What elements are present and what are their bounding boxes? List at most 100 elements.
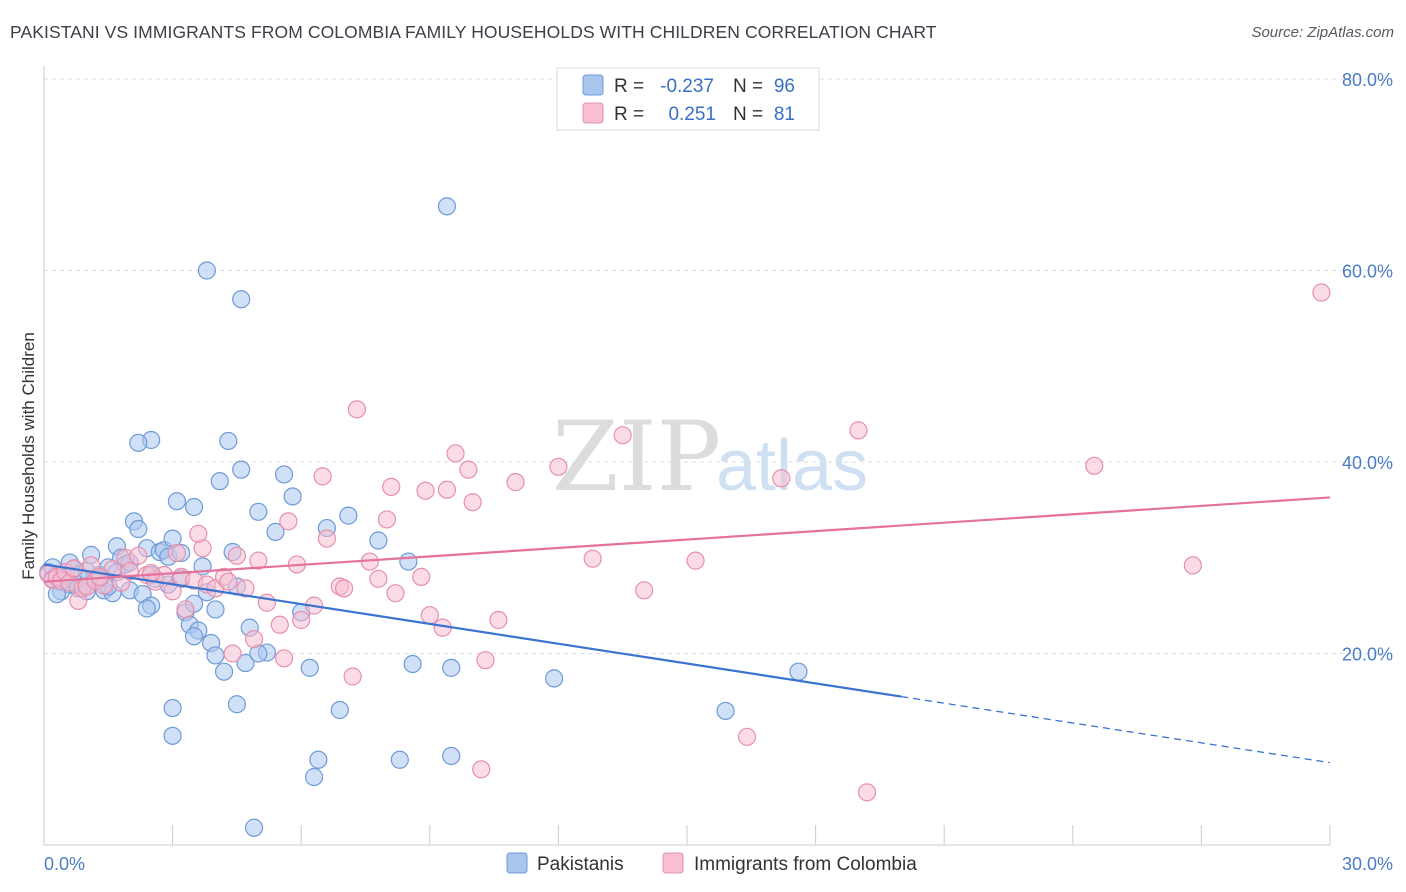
axes (43, 66, 1331, 846)
colombia-point (635, 581, 654, 600)
colombia-point (334, 579, 354, 598)
legend-r-label-2: R = (614, 104, 644, 125)
colombia-point (446, 444, 465, 463)
pakistani-point (232, 460, 251, 479)
colombia-point (274, 649, 294, 668)
pakistani-point (437, 197, 457, 216)
legend-swatch-pakistanis (582, 74, 604, 96)
pakistani-point (309, 750, 328, 769)
watermark-zip: ZIP (552, 401, 721, 513)
pakistani-point (274, 465, 294, 484)
pakistani-point (283, 487, 302, 506)
pakistani-point (137, 599, 156, 618)
pakistani-point (789, 662, 808, 681)
pakistani-point (300, 658, 319, 677)
pakistani-point (399, 552, 418, 571)
pakistani-point (184, 497, 204, 517)
series-legend-swatch-pakistanis (506, 852, 528, 874)
colombia-point (292, 610, 311, 630)
pakistani-point (330, 700, 349, 720)
colombia-point (167, 543, 186, 563)
pakistani-trendline-extension (901, 695, 1331, 764)
colombia-trendline (43, 496, 1331, 583)
colombia-point (613, 426, 632, 445)
y-tick-label: 20.0% (1342, 645, 1393, 665)
pakistani-point (184, 627, 204, 646)
legend-r-label-1: R = (614, 76, 644, 97)
series-legend: Pakistanis Immigrants from Colombia (506, 852, 917, 875)
colombia-point (420, 606, 439, 625)
data-points (39, 197, 1331, 837)
pakistani-point (232, 290, 251, 309)
colombia-point (549, 457, 568, 476)
colombia-point (223, 644, 242, 663)
colombia-point (412, 567, 431, 587)
colombia-point (270, 615, 289, 634)
pakistani-point (163, 698, 182, 718)
y-axis-title: Family Households with Children (19, 332, 38, 580)
colombia-point (583, 549, 602, 568)
colombia-point (386, 584, 405, 603)
pakistani-point (716, 701, 735, 721)
legend-r-value-2: 0.251 (668, 104, 716, 125)
legend-swatch-colombia (582, 102, 604, 124)
pakistani-point (206, 600, 225, 619)
colombia-point (737, 727, 757, 746)
series-legend-swatch-colombia (662, 852, 684, 874)
colombia-point (437, 480, 457, 499)
colombia-point (476, 651, 495, 670)
pakistani-point (545, 669, 564, 688)
y-tick-labels: 20.0% 40.0% 60.0% 80.0% (1342, 70, 1393, 665)
pakistani-point (206, 646, 225, 665)
y-tick-label: 60.0% (1342, 262, 1393, 282)
pakistani-point (403, 654, 422, 674)
pakistani-point (442, 746, 461, 766)
colombia-point (317, 529, 337, 548)
legend-n-value-1: 96 (774, 76, 795, 97)
colombia-point (244, 630, 264, 649)
pakistani-point (197, 261, 216, 280)
pakistani-trendline (43, 563, 902, 698)
pakistani-point (249, 502, 268, 521)
pakistani-point (167, 492, 186, 511)
x-tick-label-min: 0.0% (44, 854, 85, 874)
colombia-point (1312, 283, 1331, 302)
colombia-point (219, 572, 238, 591)
pakistani-point (442, 658, 461, 677)
colombia-point (472, 760, 491, 779)
pakistani-point (339, 506, 358, 525)
pakistani-point (236, 653, 255, 673)
pakistani-point (390, 750, 409, 769)
y-tick-label: 40.0% (1342, 453, 1393, 473)
colombia-point (1085, 456, 1104, 475)
watermark-atlas: atlas (716, 426, 868, 506)
colombia-point (377, 510, 397, 529)
stats-legend: R = -0.237 N = 96 R = 0.251 N = 81 (556, 67, 820, 131)
y-tick-label: 80.0% (1342, 70, 1393, 90)
legend-n-label-1: N = (733, 76, 763, 97)
watermark: ZIP atlas (552, 401, 868, 513)
colombia-point (313, 467, 332, 486)
pakistani-point (369, 531, 388, 550)
legend-n-label-2: N = (733, 104, 763, 125)
colombia-point (849, 421, 868, 440)
chart-source: Source: ZipAtlas.com (1251, 24, 1394, 41)
colombia-point (236, 579, 255, 598)
colombia-point (416, 481, 435, 500)
chart-title: PAKISTANI VS IMMIGRANTS FROM COLOMBIA FA… (10, 22, 937, 42)
colombia-point (227, 546, 246, 565)
colombia-point (279, 512, 298, 531)
pakistani-point (266, 522, 285, 541)
colombia-point (343, 667, 362, 686)
colombia-point (686, 551, 705, 570)
colombia-point (163, 582, 182, 601)
colombia-point (1183, 556, 1202, 575)
colombia-point (249, 551, 268, 570)
x-tick-label-max: 30.0% (1342, 854, 1393, 874)
pakistani-point (227, 695, 246, 714)
pakistani-point (244, 818, 264, 837)
pakistani-point (304, 767, 324, 787)
colombia-point (489, 610, 508, 630)
pakistani-point (214, 662, 234, 681)
